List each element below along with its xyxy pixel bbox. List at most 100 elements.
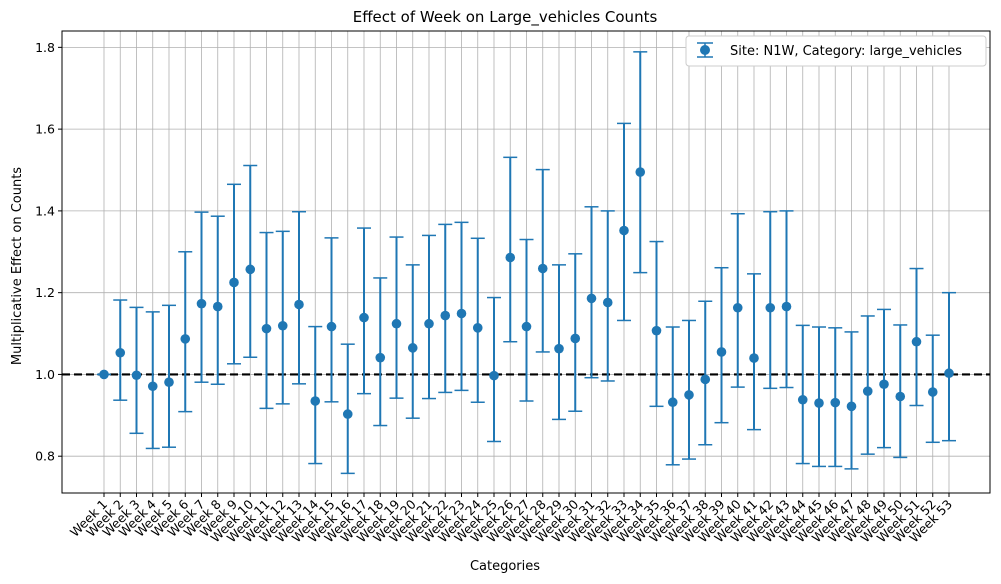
data-point-group xyxy=(487,296,501,443)
data-point-group xyxy=(454,221,469,392)
data-point-group xyxy=(552,264,566,421)
data-point-group xyxy=(877,308,891,449)
data-point xyxy=(440,310,451,321)
data-point-group xyxy=(909,267,924,407)
data-point xyxy=(375,352,386,363)
data-point xyxy=(684,390,694,400)
data-point-group xyxy=(357,227,371,395)
data-point-group xyxy=(633,51,648,274)
data-point xyxy=(505,252,516,263)
data-point xyxy=(862,386,873,396)
data-point-group xyxy=(243,164,258,359)
data-point-group xyxy=(422,234,436,400)
data-point xyxy=(586,293,597,304)
data-point-group xyxy=(275,230,290,405)
data-point xyxy=(472,323,483,333)
data-point xyxy=(521,321,532,332)
data-point xyxy=(407,343,418,353)
data-point xyxy=(781,301,792,312)
data-point xyxy=(537,263,548,274)
data-point xyxy=(700,374,711,385)
data-point-group xyxy=(584,206,599,379)
series-group xyxy=(97,51,956,475)
data-point-group xyxy=(519,238,534,402)
data-point xyxy=(830,397,841,408)
data-point-group xyxy=(942,291,956,442)
data-point-group xyxy=(373,277,388,427)
data-point xyxy=(765,302,776,313)
data-point-group xyxy=(844,331,859,470)
data-point-group xyxy=(893,324,908,459)
data-point xyxy=(99,369,109,380)
data-point-group xyxy=(129,306,144,435)
y-tick-label: 0.8 xyxy=(35,449,55,464)
y-axis-ticks: 0.8 1.0 1.2 1.4 1.6 1.8 xyxy=(35,40,62,464)
data-point-group xyxy=(714,266,729,424)
data-point xyxy=(667,397,678,408)
data-point-group xyxy=(438,223,453,394)
data-point xyxy=(342,409,353,419)
data-point-group xyxy=(210,215,225,385)
data-point-group xyxy=(568,253,583,412)
data-point-group xyxy=(535,168,550,353)
data-point-group xyxy=(925,334,940,444)
data-point xyxy=(846,401,857,412)
legend-marker-icon xyxy=(700,45,710,55)
data-point xyxy=(391,318,402,329)
data-point xyxy=(277,320,288,331)
data-point xyxy=(245,264,256,275)
data-point xyxy=(489,370,499,381)
data-point xyxy=(310,396,321,406)
data-point xyxy=(635,167,646,177)
data-point-group xyxy=(227,183,241,365)
data-point-group xyxy=(178,251,193,413)
x-axis-title: Categories xyxy=(470,559,540,574)
data-point-group xyxy=(682,319,696,460)
data-point-group xyxy=(795,324,810,465)
data-point-group xyxy=(747,273,761,431)
data-point-group xyxy=(97,369,111,380)
data-point-group xyxy=(113,299,128,401)
data-point xyxy=(554,343,564,354)
data-point xyxy=(456,308,467,319)
data-point-group xyxy=(470,237,485,403)
y-tick-label: 1.4 xyxy=(35,203,55,218)
data-point-group xyxy=(340,343,355,475)
data-point-group xyxy=(194,211,209,383)
y-tick-label: 1.2 xyxy=(35,285,55,300)
y-tick-label: 1.0 xyxy=(35,367,55,382)
data-point-group xyxy=(860,315,875,455)
legend: Site: N1W, Category: large_vehicles xyxy=(685,35,987,67)
data-point-group xyxy=(698,300,713,446)
data-point xyxy=(895,391,906,402)
data-point xyxy=(147,381,158,392)
legend-box xyxy=(685,35,987,67)
data-point xyxy=(651,325,662,336)
data-point-group xyxy=(665,326,680,466)
data-point xyxy=(749,353,759,363)
data-point xyxy=(164,377,174,388)
data-point-group xyxy=(162,304,176,448)
y-tick-label: 1.8 xyxy=(35,40,55,55)
data-point xyxy=(732,302,743,313)
data-point xyxy=(570,333,581,344)
data-point-group xyxy=(308,325,323,465)
data-point xyxy=(115,347,126,358)
data-point-group xyxy=(600,210,615,382)
data-point-group xyxy=(617,122,631,322)
data-point xyxy=(359,312,369,323)
data-point-group xyxy=(730,213,745,388)
data-point-group xyxy=(779,210,794,389)
data-point xyxy=(944,368,954,379)
y-tick-label: 1.6 xyxy=(35,122,55,137)
data-point xyxy=(294,299,304,310)
data-point-group xyxy=(324,237,339,403)
data-point-group xyxy=(145,311,160,450)
data-point xyxy=(602,297,613,308)
data-point-group xyxy=(812,326,826,468)
data-point xyxy=(716,347,727,357)
data-point xyxy=(131,370,142,381)
data-point xyxy=(424,318,434,329)
